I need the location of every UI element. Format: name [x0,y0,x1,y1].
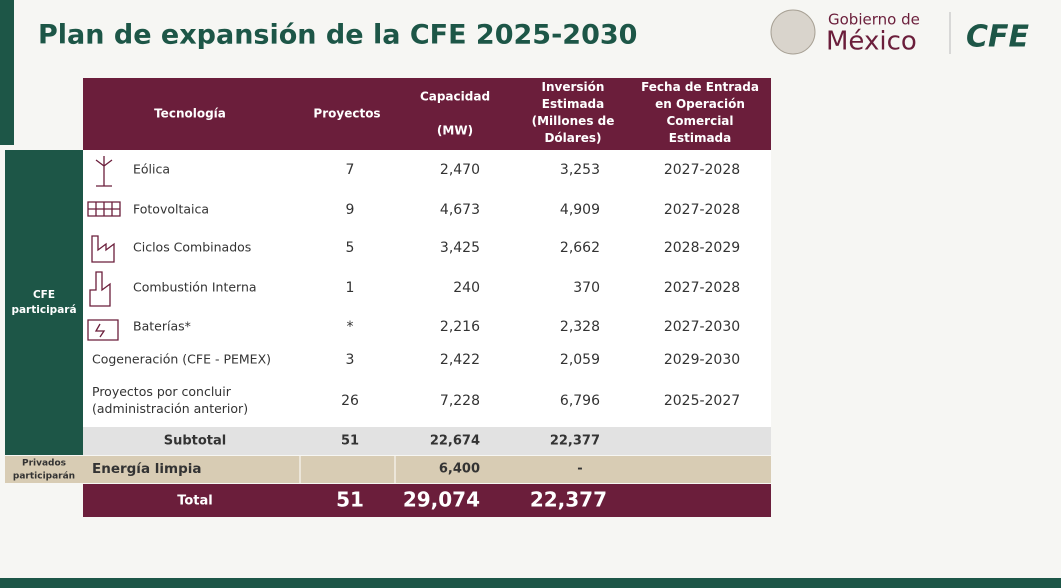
capacidad: 240 [453,280,480,296]
footer-bar [0,578,1061,588]
inversion: 2,328 [560,319,600,335]
group-private-bg [5,456,83,483]
table-header-bg [83,78,771,150]
capacidad: 2,470 [440,162,480,178]
subtotal-bg [83,427,771,455]
inversion: 3,253 [560,162,600,178]
technology: Cogeneración (CFE - PEMEX) [92,352,271,367]
fecha: 2027-2030 [664,319,740,335]
title: Plan de expansión de la CFE 2025-2030 [38,20,637,51]
inversion: 6,796 [560,393,600,409]
capacidad: 3,425 [440,240,480,256]
icon-combined [91,235,115,263]
proyectos: 1 [346,280,355,296]
technology: Combustión Interna [133,280,257,295]
total-capacidad: 29,074 [403,488,480,512]
total-proyectos: 51 [336,488,364,512]
group-cfe: participará [11,304,76,316]
subtotal-capacidad: 22,674 [430,434,480,449]
inversion: 2,059 [560,352,600,368]
subtotal-label: Subtotal [164,434,227,449]
technology: (administración anterior) [92,401,248,416]
icon-solar [87,201,121,217]
capacidad: 4,673 [440,202,480,218]
inversion: 370 [573,280,600,296]
technology: Fotovoltaica [133,202,209,217]
column-header: en Operación [655,97,745,111]
icon-combustion [89,271,111,307]
icon-battery [87,319,119,341]
logo-line2: México [826,27,917,57]
private-row-bg [83,456,771,483]
column-header: Estimada [542,97,604,111]
total-inversion: 22,377 [530,488,607,512]
table-body-bg [83,150,771,427]
column-header: Fecha de Entrada [641,80,759,94]
column-header: (MW) [437,124,473,138]
group-private: participarán [13,472,75,482]
icon-wind [95,156,113,187]
column-header: Estimada [669,131,731,145]
private-label: Energía limpia [92,461,201,477]
capacidad: 7,228 [440,393,480,409]
proyectos: * [347,319,354,335]
inversion: 4,909 [560,202,600,218]
column-header: Tecnología [154,107,226,121]
fecha: 2027-2028 [664,280,740,296]
technology: Ciclos Combinados [133,240,251,255]
technology: Eólica [133,162,170,177]
proyectos: 7 [346,162,355,178]
group-cfe-bg [5,150,83,455]
total-label: Total [177,494,213,509]
proyectos: 9 [346,202,355,218]
inversion: 2,662 [560,240,600,256]
proyectos: 26 [341,393,359,409]
private-capacidad: 6,400 [439,462,480,477]
fecha: 2025-2027 [664,393,740,409]
column-header: Comercial [666,114,733,128]
subtotal-inversion: 22,377 [550,434,600,449]
proyectos: 5 [346,240,355,256]
logo-brand: CFE [966,20,1030,55]
group-cfe: CFE [33,289,55,301]
subtotal-proyectos: 51 [341,434,359,449]
column-header: Proyectos [313,107,380,121]
total-bg [83,484,771,517]
group-private: Privados [22,459,66,469]
private-inversion: - [577,462,582,477]
column-header: Inversión [542,80,605,94]
fecha: 2027-2028 [664,162,740,178]
technology: Baterías* [133,319,191,334]
technology: Proyectos por concluir [92,384,232,399]
icons [87,156,121,341]
proyectos: 3 [346,352,355,368]
capacidad: 2,422 [440,352,480,368]
column-header: (Millones de [532,114,615,128]
accent-bar [0,0,14,145]
column-header: Capacidad [420,90,490,104]
fecha: 2027-2028 [664,202,740,218]
logo-line1: Gobierno de [828,11,920,29]
fecha: 2029-2030 [664,352,740,368]
fecha: 2028-2029 [664,240,740,256]
capacidad: 2,216 [440,319,480,335]
emblem [770,9,816,55]
column-header: Dólares) [544,131,601,145]
